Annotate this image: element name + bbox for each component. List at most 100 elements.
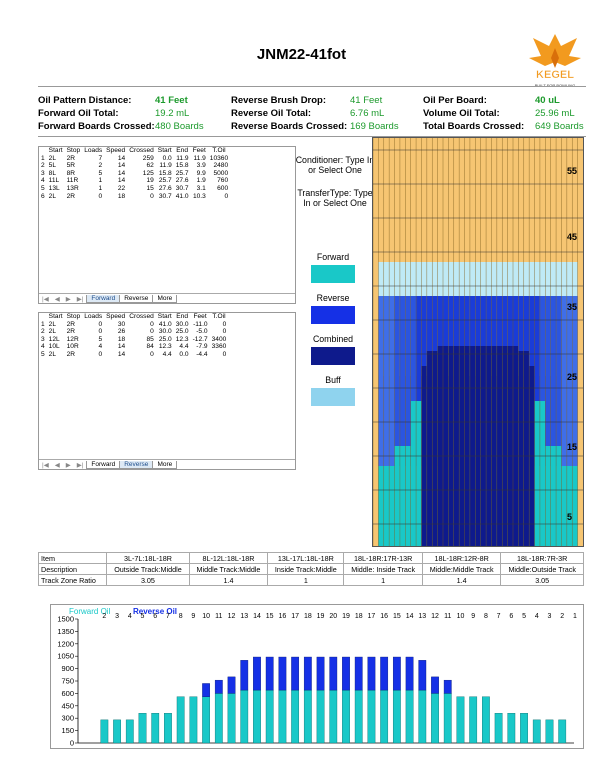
sheet-tab-reverse[interactable]: Reverse <box>119 461 154 469</box>
forward-sheet[interactable]: Start Stop Loads Speed Crossed Start End Feet T.… <box>38 146 296 304</box>
table-cell[interactable]: 41.0 <box>158 320 172 328</box>
table-cell[interactable]: 4 <box>41 177 45 185</box>
table-cell[interactable]: 2 <box>41 162 45 170</box>
table-cell[interactable]: 1.9 <box>196 177 206 185</box>
sheet-tab-more[interactable]: More <box>152 461 178 469</box>
table-cell[interactable]: 2L <box>48 350 57 358</box>
table-cell[interactable]: 30.0 <box>175 320 189 328</box>
table-cell[interactable]: 27.6 <box>175 177 189 185</box>
sheet-nav-arrow-icon[interactable]: ▶ <box>65 296 71 303</box>
table-cell[interactable]: 5R <box>66 162 76 170</box>
table-cell[interactable]: 4.4 <box>179 343 189 351</box>
table-cell[interactable]: 2R <box>66 328 76 336</box>
table-cell[interactable]: 5 <box>41 184 45 192</box>
table-cell[interactable]: 11R <box>66 177 79 185</box>
table-cell[interactable]: 14 <box>117 343 126 351</box>
table-cell[interactable]: 12.3 <box>175 335 189 343</box>
sheet-nav-arrow-icon[interactable]: ◀ <box>54 296 60 303</box>
table-cell[interactable]: 5L <box>48 162 57 170</box>
sheet-nav-arrow-icon[interactable]: ◀ <box>54 462 60 469</box>
table-cell[interactable]: 0 <box>98 192 103 200</box>
table-cell[interactable]: -5.0 <box>196 328 208 336</box>
table-cell[interactable]: 10.3 <box>192 192 206 200</box>
table-cell[interactable]: 12L <box>48 335 60 343</box>
table-cell[interactable]: 2L <box>48 154 57 162</box>
table-cell[interactable]: 14 <box>117 162 126 170</box>
table-cell[interactable]: 41.0 <box>175 192 189 200</box>
forward-table[interactable]: Start Stop Loads Speed Crossed Start End Feet T.… <box>39 147 230 200</box>
table-cell[interactable]: 5 <box>98 335 103 343</box>
table-cell[interactable]: 30.7 <box>158 192 172 200</box>
table-cell[interactable]: 0 <box>98 320 103 328</box>
table-cell[interactable]: 13L <box>48 184 60 192</box>
conditioner-label[interactable]: Conditioner: Type In or Select One <box>295 155 375 175</box>
table-cell[interactable]: 3.9 <box>196 162 206 170</box>
table-row[interactable]: 1 2L 2R 7 14 259 0.0 11.9 11.9 10360 <box>39 155 230 163</box>
table-cell[interactable]: 5000 <box>213 169 229 177</box>
table-cell[interactable]: 760 <box>217 177 229 185</box>
table-cell[interactable]: 25.7 <box>158 177 172 185</box>
table-cell[interactable]: 27.6 <box>158 184 172 192</box>
table-cell[interactable]: 11.9 <box>159 162 172 170</box>
sheet-nav-arrow-icon[interactable]: |◀ <box>42 296 49 303</box>
table-cell[interactable]: -11.0 <box>193 320 208 328</box>
sheet-tab-forward[interactable]: Forward <box>86 295 121 303</box>
table-cell[interactable]: 5 <box>98 169 103 177</box>
table-cell[interactable]: 600 <box>217 184 229 192</box>
table-cell[interactable]: 259 <box>142 154 154 162</box>
sheet-nav-arrow-icon[interactable]: ▶| <box>76 462 84 469</box>
table-row[interactable]: 6 2L 2R 0 18 0 30.7 41.0 10.3 0 <box>39 193 230 201</box>
table-cell[interactable]: 0 <box>98 350 103 358</box>
table-cell[interactable]: 2L <box>48 192 57 200</box>
table-cell[interactable]: -4.4 <box>196 350 208 358</box>
sheet-nav-arrow-icon[interactable]: ▶| <box>76 296 84 303</box>
table-cell[interactable]: 62 <box>146 162 154 170</box>
table-cell[interactable]: 25.0 <box>158 335 172 343</box>
table-cell[interactable]: 5 <box>41 350 45 358</box>
table-cell[interactable]: 2480 <box>213 162 229 170</box>
table-cell[interactable]: 1 <box>41 154 45 162</box>
table-cell[interactable]: 10L <box>48 343 60 351</box>
table-cell[interactable]: 4 <box>98 343 103 351</box>
table-cell[interactable]: 10360 <box>209 154 229 162</box>
table-cell[interactable]: 84 <box>146 343 154 351</box>
table-cell[interactable]: 7 <box>98 154 103 162</box>
table-cell[interactable]: 3360 <box>211 343 227 351</box>
table-cell[interactable]: 1 <box>41 320 45 328</box>
table-cell[interactable]: 18 <box>117 192 126 200</box>
table-cell[interactable]: 0 <box>222 350 227 358</box>
table-cell[interactable]: 30 <box>117 320 126 328</box>
table-cell[interactable]: 14 <box>117 169 126 177</box>
table-cell[interactable]: 15.8 <box>175 162 189 170</box>
table-cell[interactable]: 30.7 <box>175 184 189 192</box>
sheet-tab-reverse[interactable]: Reverse <box>119 295 154 303</box>
table-cell[interactable]: 12.3 <box>158 343 172 351</box>
table-row[interactable]: 3 12L 12R 5 18 85 25.0 12.3 -12.7 3400 <box>39 336 228 344</box>
table-cell[interactable]: 3.1 <box>196 184 206 192</box>
sheet-nav-arrow-icon[interactable]: |◀ <box>42 462 49 469</box>
table-cell[interactable]: -12.7 <box>192 335 208 343</box>
table-cell[interactable]: 3 <box>41 335 45 343</box>
table-cell[interactable]: 3400 <box>211 335 227 343</box>
sheet-tab-more[interactable]: More <box>152 295 178 303</box>
table-cell[interactable]: 18 <box>117 335 126 343</box>
table-cell[interactable]: 14 <box>117 350 126 358</box>
table-cell[interactable]: 25.7 <box>175 169 189 177</box>
table-cell[interactable]: 0 <box>224 192 229 200</box>
table-cell[interactable]: 0 <box>150 350 154 358</box>
table-cell[interactable]: 25.0 <box>175 328 189 336</box>
table-cell[interactable]: 2L <box>48 328 57 336</box>
table-cell[interactable]: 12R <box>66 335 79 343</box>
table-cell[interactable]: 2R <box>66 320 76 328</box>
table-cell[interactable]: 2 <box>98 162 103 170</box>
table-row[interactable]: 1 2L 2R 0 30 0 41.0 30.0 -11.0 0 <box>39 321 228 329</box>
table-cell[interactable]: 3 <box>41 169 45 177</box>
table-cell[interactable]: 0 <box>98 328 103 336</box>
reverse-sheet[interactable]: Start Stop Loads Speed Crossed Start End Feet T.… <box>38 312 296 470</box>
table-cell[interactable]: 9.9 <box>196 169 206 177</box>
table-cell[interactable]: 6 <box>41 192 45 200</box>
table-cell[interactable]: 13R <box>66 184 79 192</box>
table-cell[interactable]: 11.9 <box>176 154 189 162</box>
table-cell[interactable]: 1 <box>98 184 103 192</box>
table-cell[interactable]: 2R <box>66 154 76 162</box>
